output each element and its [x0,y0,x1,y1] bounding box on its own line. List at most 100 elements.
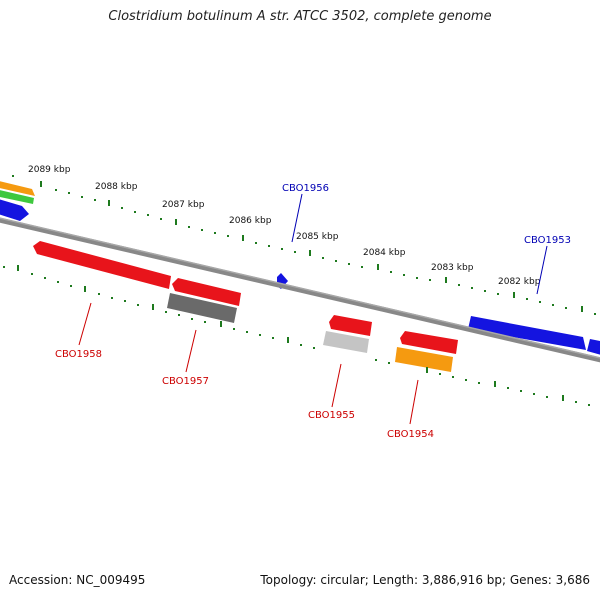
leader-CBO1954 [409,379,419,425]
tick-outer-major [108,200,110,206]
gene-label-CBO1957[interactable]: CBO1957 [162,376,209,387]
tick-outer [390,271,392,273]
kbp-label: 2082 kbp [498,277,541,287]
tick-inner [178,314,180,316]
kbp-label: 2087 kbp [162,200,205,210]
tick-inner [246,331,248,333]
gene-label-CBO1955[interactable]: CBO1955 [308,410,355,421]
tick-inner [465,379,467,381]
tick-outer [526,298,528,300]
genome-stats-label: Topology: circular; Length: 3,886,916 bp… [260,573,590,587]
tick-outer [94,199,96,201]
gene-CBO1953-feature[interactable] [468,316,586,350]
gene-CBO1954-feature[interactable] [400,331,458,354]
tick-inner-major [426,367,428,373]
label-leader-lines [78,193,548,425]
tick-inner [520,390,522,392]
tick-outer [322,257,324,259]
tick-outer [160,218,162,220]
inner-tick-track [3,265,590,406]
gene-CBO1957-gray-feature[interactable] [167,293,237,323]
tick-inner [588,404,590,406]
tick-inner [233,328,235,330]
tick-inner-major [152,304,154,310]
kbp-label: 2084 kbp [363,248,406,258]
tick-inner-major [287,337,289,343]
tick-inner [111,297,113,299]
accession-label: Accession: NC_009495 [9,573,146,587]
tick-inner [452,376,454,378]
gene-CBO1954-orange-feature[interactable] [395,347,453,372]
tick-outer [335,260,337,262]
tick-outer [121,207,123,209]
tick-outer [497,293,499,295]
tick-inner-major [220,321,222,327]
genome-backbone-highlight [0,217,600,359]
tick-outer [55,189,57,191]
tick-inner [137,304,139,306]
tick-inner [375,359,377,361]
tick-outer [294,251,296,253]
gene-feature-blue-left[interactable] [0,198,29,221]
gene-CBO1957-feature[interactable] [172,278,241,306]
kbp-label: 2086 kbp [229,216,272,226]
tick-outer [348,263,350,265]
tick-outer [594,313,596,315]
tick-outer [552,304,554,306]
tick-outer [214,232,216,234]
tick-inner-major [494,381,496,387]
tick-inner-major [17,265,19,271]
tick-outer [268,245,270,247]
tick-inner [44,277,46,279]
tick-outer-major [40,181,42,187]
gene-feature-orange[interactable] [0,180,35,196]
tick-outer [12,175,14,177]
gene-labels: CBO1958 CBO1957 CBO1956 CBO1955 CBO1954 … [55,183,571,440]
genome-backbone [0,217,600,363]
tick-outer-major [175,219,177,225]
gene-CBO1955-gray-feature[interactable] [323,331,369,353]
tick-inner [191,318,193,320]
tick-outer [403,274,405,276]
tick-outer [68,192,70,194]
tick-inner [533,393,535,395]
tick-inner [165,311,167,313]
tick-inner [507,387,509,389]
tick-outer [416,277,418,279]
gene-label-CBO1954[interactable]: CBO1954 [387,429,434,440]
tick-outer [134,211,136,213]
tick-outer [361,266,363,268]
tick-outer-major [242,235,244,241]
tick-inner [98,293,100,295]
kbp-label: 2089 kbp [28,165,71,175]
tick-outer [471,287,473,289]
gene-CBO1955-feature[interactable] [329,315,372,336]
kbp-label: 2088 kbp [95,182,138,192]
gene-label-CBO1953[interactable]: CBO1953 [524,235,571,246]
tick-outer [188,226,190,228]
tick-outer [201,229,203,231]
tick-outer-major [377,264,379,270]
tick-inner [272,337,274,339]
gene-feature-blue-right[interactable] [587,339,600,356]
tick-outer-major [513,292,515,298]
gene-label-CBO1958[interactable]: CBO1958 [55,349,102,360]
gene-CBO1958-feature[interactable] [33,241,171,289]
kbp-scale-labels: 2089 kbp 2088 kbp 2087 kbp 2086 kbp 2085… [28,165,541,287]
tick-outer-major [309,250,311,256]
tick-outer [81,196,83,198]
leader-CBO1958 [78,302,92,346]
tick-outer-major [581,306,583,312]
gene-feature-green[interactable] [0,189,34,204]
tick-inner [3,266,5,268]
outer-tick-track [12,175,596,315]
tick-inner [259,334,261,336]
tick-inner [70,285,72,287]
tick-inner [478,382,480,384]
leader-CBO1955 [331,363,342,408]
reverse-strand-features [33,241,458,372]
leader-CBO1953 [536,245,548,295]
tick-outer [539,301,541,303]
gene-label-CBO1956[interactable]: CBO1956 [282,183,329,194]
